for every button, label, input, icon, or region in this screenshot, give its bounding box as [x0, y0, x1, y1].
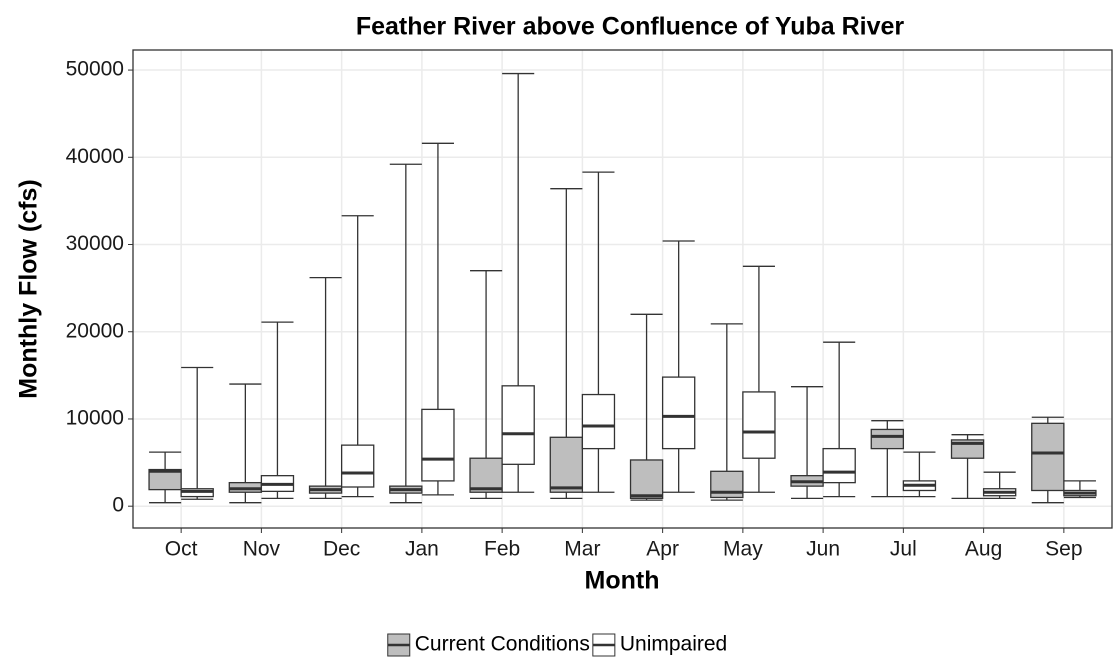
x-tick-label: Mar [564, 538, 600, 561]
y-tick-label: 10000 [66, 407, 124, 430]
x-tick-label: Apr [646, 538, 679, 561]
plot-background [133, 50, 1112, 528]
x-tick-label: Jan [405, 538, 439, 561]
chart-title: Feather River above Confluence of Yuba R… [356, 13, 905, 41]
box [340, 444, 375, 488]
box [581, 393, 616, 450]
x-tick-label: Jul [890, 538, 917, 561]
x-tick-label: Feb [484, 538, 520, 561]
box [501, 385, 535, 465]
box [822, 447, 856, 484]
y-tick-label: 50000 [66, 58, 124, 81]
x-tick-label: Nov [243, 538, 281, 561]
legend-key [592, 633, 616, 657]
box [549, 436, 584, 493]
x-tick-label: Sep [1045, 538, 1082, 561]
legend-label: Current Conditions [415, 633, 590, 656]
box [661, 376, 696, 450]
box [742, 391, 776, 459]
box [1031, 422, 1065, 492]
x-tick-label: Aug [965, 538, 1002, 561]
legend-key [387, 633, 411, 657]
x-tick-label: Oct [165, 538, 198, 561]
plot-border [132, 49, 1113, 529]
y-axis-label: Monthly Flow (cfs) [15, 179, 43, 398]
x-tick-label: May [723, 538, 763, 561]
box [148, 468, 182, 491]
legend-label: Unimpaired [620, 633, 727, 656]
y-tick-label: 20000 [66, 319, 124, 342]
box [629, 459, 664, 499]
y-tick-label: 0 [112, 494, 124, 517]
box [469, 457, 503, 493]
y-tick-label: 40000 [66, 145, 124, 168]
x-tick-label: Jun [806, 538, 840, 561]
x-axis-label: Month [585, 567, 660, 595]
x-tick-label: Dec [323, 538, 360, 561]
box [421, 408, 455, 482]
y-tick-label: 30000 [66, 232, 124, 255]
box [870, 428, 905, 450]
